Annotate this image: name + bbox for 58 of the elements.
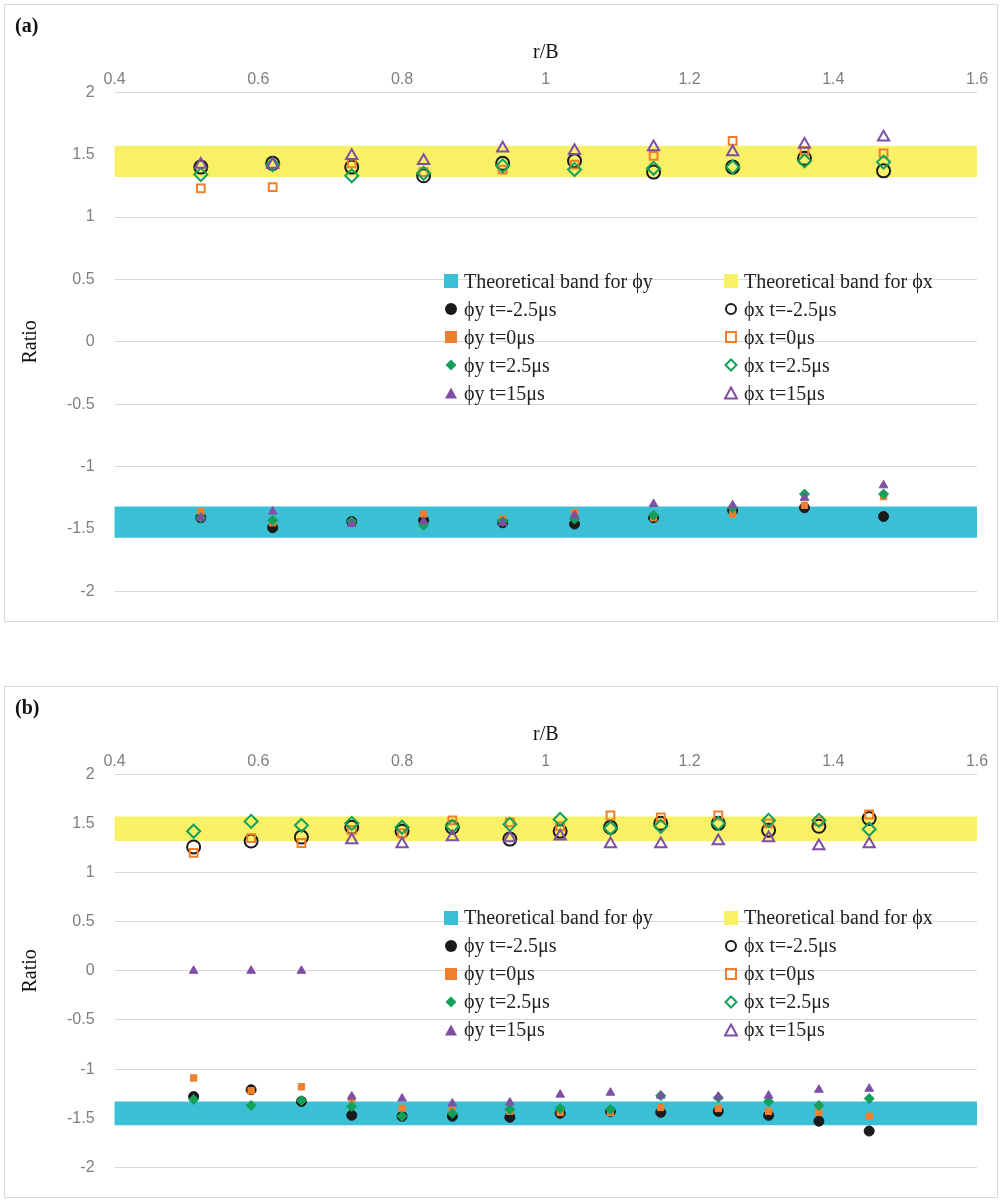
y-axis-title: Ratio — [18, 949, 41, 993]
y-tick-label: -2 — [80, 581, 95, 599]
legend-label: ϕy t=0μs — [464, 962, 535, 986]
x-tick-label: 0.4 — [103, 752, 126, 770]
y-tick-label: -2 — [80, 1157, 95, 1175]
y-tick-label: 0.5 — [72, 912, 95, 930]
legend-label: ϕx t=-2.5μs — [744, 934, 837, 958]
legend-label: ϕx t=-2.5μs — [744, 297, 837, 321]
x-tick-label: 0.8 — [390, 752, 414, 770]
y-tick-label: 0 — [85, 961, 95, 979]
legend-label: ϕx t=2.5μs — [744, 353, 830, 377]
x-tick-label: 1.2 — [678, 752, 701, 770]
x-tick-label: 1.6 — [965, 752, 989, 770]
y-tick-label: 0 — [85, 332, 95, 350]
y-tick-label: -1 — [80, 457, 95, 475]
chart-title: (a) — [15, 14, 39, 38]
legend-label: ϕy t=15μs — [464, 381, 545, 405]
x-tick-label: 1.2 — [678, 70, 701, 88]
legend-label: ϕx t=15μs — [744, 381, 825, 405]
y-tick-label: -1 — [80, 1059, 95, 1077]
legend-label: ϕx t=0μs — [744, 962, 815, 986]
x-tick-label: 0.8 — [390, 70, 414, 88]
legend-label: ϕy t=0μs — [464, 325, 535, 349]
y-tick-label: -1.5 — [66, 1108, 95, 1126]
y-tick-label: 1 — [85, 207, 95, 225]
chart-title: (b) — [15, 696, 40, 720]
x-tick-label: 1 — [541, 752, 551, 770]
x-tick-label: 1.4 — [822, 70, 845, 88]
legend-label: ϕy t=2.5μs — [464, 353, 550, 377]
legend-label: Theoretical band for ϕy — [464, 269, 653, 293]
y-tick-label: -1.5 — [66, 519, 95, 537]
x-tick-label: 0.6 — [247, 70, 270, 88]
legend-label: Theoretical band for ϕy — [464, 906, 653, 930]
legend-label: ϕx t=0μs — [744, 325, 815, 349]
legend-label: ϕy t=-2.5μs — [464, 297, 557, 321]
legend-label: Theoretical band for ϕx — [744, 906, 933, 930]
legend-label: ϕy t=15μs — [464, 1018, 545, 1042]
legend-label: ϕx t=2.5μs — [744, 990, 830, 1014]
y-tick-label: 2 — [85, 764, 95, 782]
y-tick-label: 1.5 — [72, 145, 95, 163]
x-tick-label: 0.4 — [103, 70, 126, 88]
x-axis-title: r/B — [533, 722, 559, 745]
y-tick-label: 1.5 — [72, 813, 95, 831]
legend-label: Theoretical band for ϕx — [744, 269, 933, 293]
y-tick-label: 2 — [85, 82, 95, 100]
legend-label: ϕx t=15μs — [744, 1018, 825, 1042]
y-tick-label: 1 — [85, 862, 95, 880]
y-tick-label: 0.5 — [72, 269, 95, 287]
legend-label: ϕy t=-2.5μs — [464, 934, 557, 958]
y-tick-label: -0.5 — [66, 394, 95, 412]
legend-label: ϕy t=2.5μs — [464, 990, 550, 1014]
x-tick-label: 1.6 — [965, 70, 989, 88]
x-tick-label: 1 — [541, 70, 551, 88]
x-axis-title: r/B — [533, 40, 559, 63]
y-axis-title: Ratio — [18, 320, 41, 364]
x-tick-label: 1.4 — [822, 752, 845, 770]
y-tick-label: -0.5 — [66, 1010, 95, 1028]
x-tick-label: 0.6 — [247, 752, 270, 770]
